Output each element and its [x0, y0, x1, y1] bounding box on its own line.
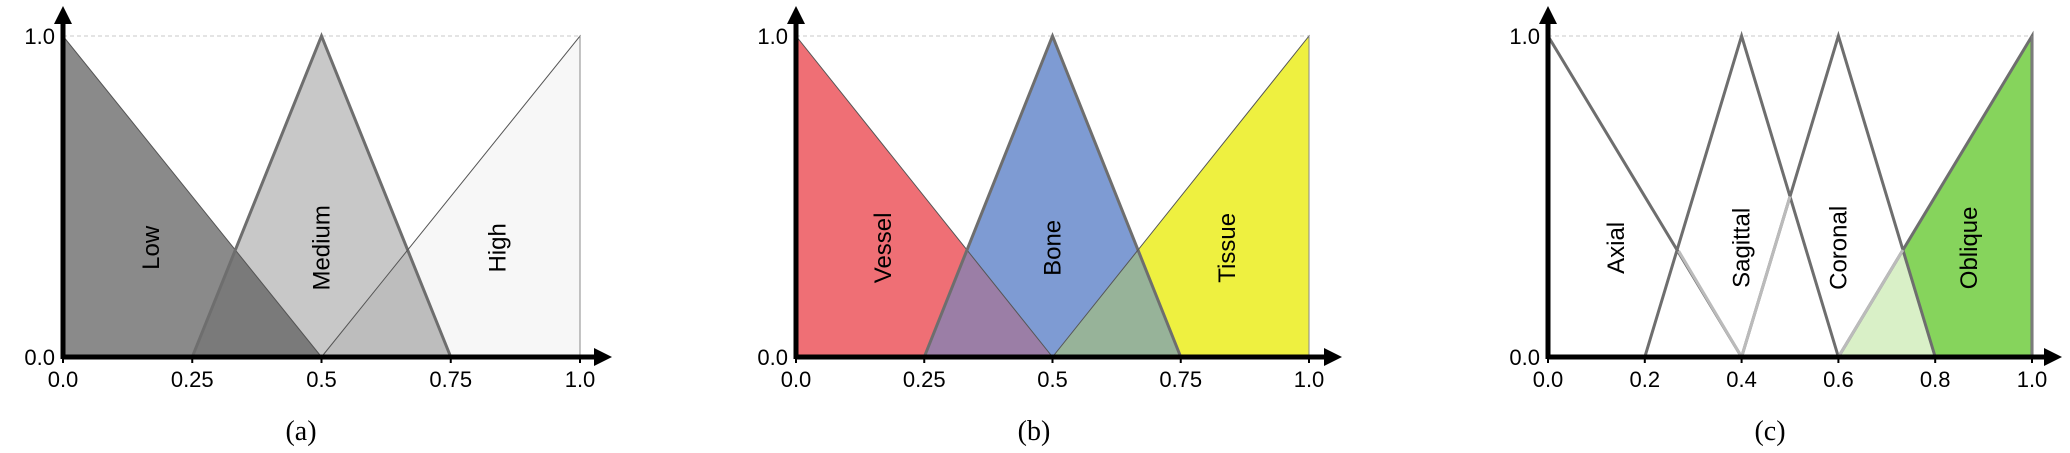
region-label-medium: Medium [309, 205, 336, 290]
x-tick-label: 0.2 [1630, 367, 1661, 392]
series-sagittal-area [1645, 36, 1839, 357]
panel-caption: (b) [1018, 416, 1051, 447]
x-tick-label: 0.5 [306, 367, 337, 392]
y-axis-arrowhead [787, 6, 805, 24]
region-label-low: Low [138, 225, 165, 270]
x-axis-arrowhead [2044, 348, 2062, 366]
x-tick-label: 0.6 [1823, 367, 1854, 392]
axial-faded-segment [1677, 250, 1743, 358]
y-tick-label: 1.0 [1509, 24, 1540, 49]
x-axis-arrowhead [594, 348, 612, 366]
x-tick-label: 1.0 [2017, 367, 2048, 392]
panel-c: 0.0 0.2 0.4 0.6 0.8 1.0 0.0 1.0 Axial Sagittal Cor… [1509, 6, 2062, 447]
x-tick-label: 0.75 [1159, 367, 1202, 392]
region-label-oblique: Oblique [1956, 206, 1983, 289]
panel-b: 0.0 0.25 0.5 0.75 1.0 0.0 1.0 Vessel Bone Tissue (… [757, 6, 1342, 447]
overlap-medium-high [321, 250, 451, 357]
panel-a: 0.0 0.25 0.5 0.75 1.0 0.0 1.0 Low Medium High (a) [24, 6, 612, 447]
x-axis-arrowhead [1324, 348, 1342, 366]
x-tick-label: 0.8 [1920, 367, 1951, 392]
x-tick-label: 0.25 [171, 367, 214, 392]
series-sagittal-outline [1643, 30, 1840, 358]
x-tick-label: 1.0 [1294, 367, 1325, 392]
oblique-faded-segment [1837, 249, 1905, 358]
x-tick-label: 0.4 [1726, 367, 1757, 392]
region-label-vessel: Vessel [870, 213, 897, 284]
y-tick-label: 0.0 [1509, 345, 1540, 370]
x-tick-label: 0.25 [903, 367, 946, 392]
y-axis-arrowhead [54, 6, 72, 24]
panel-caption: (c) [1754, 416, 1785, 447]
region-label-sagittal: Sagittal [1729, 208, 1756, 288]
panel-caption: (a) [285, 416, 316, 447]
y-tick-label: 1.0 [757, 24, 788, 49]
y-tick-label: 0.0 [24, 345, 55, 370]
region-label-coronal: Coronal [1825, 206, 1852, 290]
x-tick-label: 0.75 [429, 367, 472, 392]
region-label-axial: Axial [1603, 222, 1630, 274]
region-label-tissue: Tissue [1214, 213, 1241, 283]
y-tick-label: 0.0 [757, 345, 788, 370]
y-axis-arrowhead [1539, 6, 1557, 24]
x-tick-label: 1.0 [565, 367, 596, 392]
region-label-high: High [484, 223, 511, 272]
x-tick-label: 0.5 [1037, 367, 1068, 392]
x-tick-label: 0.0 [781, 367, 812, 392]
x-tick-label: 0.0 [1533, 367, 1564, 392]
coronal-faded-segment [1740, 196, 1792, 358]
region-label-bone: Bone [1040, 220, 1067, 276]
overlap-coronal-oblique [1838, 250, 1936, 357]
y-tick-label: 1.0 [24, 24, 55, 49]
x-tick-label: 0.0 [48, 367, 79, 392]
